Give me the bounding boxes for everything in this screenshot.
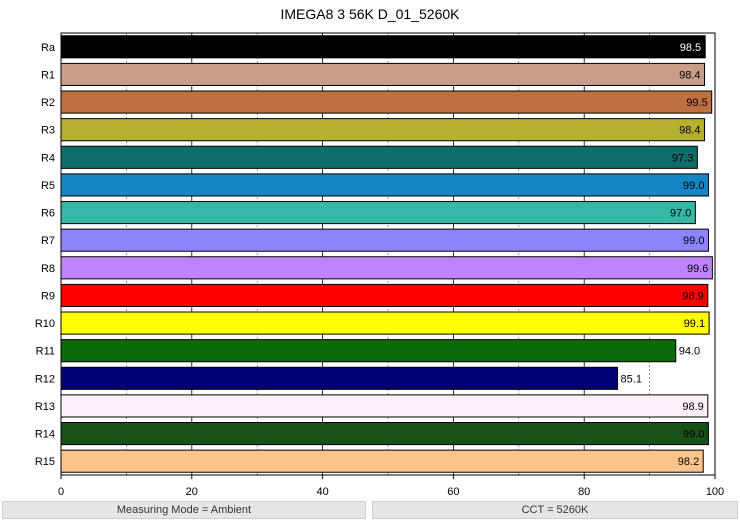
value-label-r11: 94.0 [679,346,700,358]
cct-status: CCT = 5260K [372,501,738,519]
category-label-r14: R14 [35,429,55,441]
bar-r12 [60,366,619,390]
bar-chart: Ra 98.5 R1 98.4 R2 99.5 R3 98.4 R4 97.3 R5 99.0 R6 97… [35,32,724,498]
category-label-r15: R15 [35,456,55,468]
bar-r11 [60,339,677,363]
category-label-r9: R9 [41,290,55,302]
value-label-r3: 98.4 [679,125,700,137]
category-label-r12: R12 [35,373,55,385]
bar-r4 [60,145,698,169]
value-label-r1: 98.4 [679,69,700,81]
category-label-r11: R11 [36,346,55,358]
value-label-r12: 85.1 [621,373,642,385]
bar-r9 [60,283,709,307]
category-label-r3: R3 [41,125,55,137]
value-label-r2: 99.5 [686,97,707,109]
x-tick-label: 80 [578,486,590,498]
value-label-r6: 97.0 [670,208,691,220]
category-label-ra: Ra [41,42,56,54]
bar-r6 [60,201,696,225]
bar-r10 [60,311,710,335]
value-label-r10: 99.1 [684,318,705,330]
category-label-r1: R1 [41,69,55,81]
category-label-r5: R5 [41,180,55,192]
value-label-r5: 99.0 [683,180,704,192]
measuring-mode-status: Measuring Mode = Ambient [2,501,366,519]
bar-r15 [60,449,704,473]
value-label-r7: 99.0 [683,235,704,247]
value-label-r4: 97.3 [672,152,693,164]
x-tick-label: 20 [186,486,198,498]
category-label-r7: R7 [41,235,55,247]
plot-frame [60,32,716,476]
bar-r7 [60,228,709,252]
bar-ra [60,35,706,59]
value-label-r9: 98.9 [682,290,703,302]
bar-r1 [60,62,706,86]
x-tick-label: 60 [447,486,459,498]
category-label-r10: R10 [35,318,55,330]
bar-r5 [60,173,709,197]
category-label-r6: R6 [41,208,55,220]
category-label-r2: R2 [41,97,55,109]
value-label-r15: 98.2 [678,456,699,468]
bar-r14 [60,422,709,446]
chart-title: IMEGA8 3 56K D_01_5260K [280,6,460,22]
category-label-r8: R8 [41,263,55,275]
value-label-r8: 99.6 [687,263,708,275]
bar-r3 [60,118,706,142]
value-label-ra: 98.5 [680,42,701,54]
value-label-r13: 98.9 [682,401,703,413]
bar-r8 [60,256,713,280]
category-label-r13: R13 [35,401,55,413]
category-label-r4: R4 [41,152,55,164]
value-label-r14: 99.0 [683,429,704,441]
x-tick-label: 0 [58,486,64,498]
x-tick-label: 100 [706,486,724,498]
bar-r2 [60,90,713,114]
x-tick-label: 40 [316,486,328,498]
bar-r13 [60,394,709,418]
